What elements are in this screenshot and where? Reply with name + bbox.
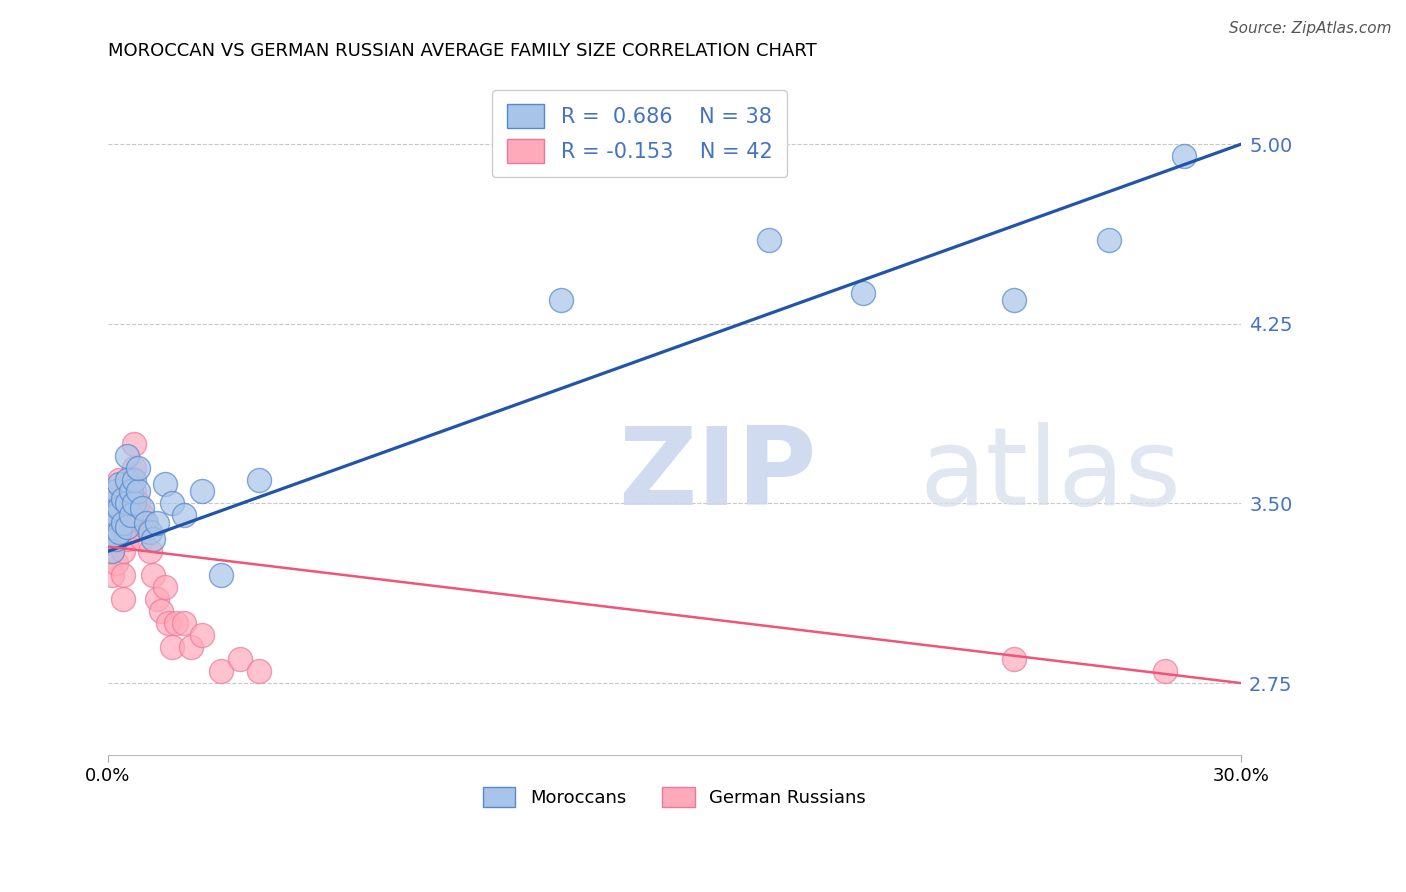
Point (115, 508, 138, 523)
Point (191, 628, 214, 642)
Point (160, 496, 183, 510)
Point (247, 473, 270, 487)
Point (100, 544, 122, 558)
Point (100, 520, 122, 534)
Point (191, 484, 214, 499)
Point (124, 484, 146, 499)
Point (104, 484, 127, 499)
Point (112, 516, 135, 530)
Point (160, 640, 183, 654)
Point (142, 533, 165, 547)
Point (104, 533, 127, 547)
Point (108, 525, 131, 540)
Point (131, 533, 153, 547)
Point (100, 496, 122, 510)
Point (108, 520, 131, 534)
Text: Source: ZipAtlas.com: Source: ZipAtlas.com (1229, 21, 1392, 36)
Text: ZIP: ZIP (617, 422, 817, 528)
Point (124, 473, 146, 487)
Point (173, 616, 195, 631)
Legend: Moroccans, German Russians: Moroccans, German Russians (475, 780, 873, 814)
Point (120, 508, 142, 523)
Point (1002, 293, 1025, 307)
Point (127, 484, 149, 499)
Text: MOROCCAN VS GERMAN RUSSIAN AVERAGE FAMILY SIZE CORRELATION CHART: MOROCCAN VS GERMAN RUSSIAN AVERAGE FAMIL… (108, 42, 817, 60)
Point (100, 496, 122, 510)
Point (1002, 652, 1025, 666)
Point (146, 592, 169, 607)
Point (115, 533, 138, 547)
Point (131, 508, 153, 523)
Point (100, 544, 122, 558)
Point (115, 496, 138, 510)
Point (127, 460, 149, 475)
Point (108, 501, 131, 516)
Point (1097, 233, 1119, 247)
Point (135, 516, 157, 530)
Point (104, 533, 127, 547)
Point (550, 293, 572, 307)
Point (852, 285, 875, 300)
Point (104, 508, 127, 523)
Point (127, 496, 149, 510)
Point (104, 557, 127, 571)
Point (112, 568, 135, 582)
Point (115, 520, 138, 534)
Point (112, 592, 135, 607)
Point (112, 544, 135, 558)
Point (247, 664, 270, 678)
Point (115, 484, 138, 499)
Point (209, 664, 232, 678)
Point (165, 616, 187, 631)
Point (108, 473, 131, 487)
Point (1154, 664, 1177, 678)
Point (229, 652, 252, 666)
Point (138, 525, 160, 540)
Point (1173, 149, 1195, 163)
Point (100, 568, 122, 582)
Point (135, 520, 157, 534)
Point (142, 568, 165, 582)
Point (120, 496, 142, 510)
Text: atlas: atlas (920, 422, 1182, 528)
Point (124, 496, 146, 510)
Point (173, 508, 195, 523)
Point (104, 508, 127, 523)
Point (180, 640, 202, 654)
Point (120, 484, 142, 499)
Point (124, 436, 146, 450)
Point (146, 516, 169, 530)
Point (100, 520, 122, 534)
Point (153, 580, 176, 594)
Point (124, 460, 146, 475)
Point (138, 544, 160, 558)
Point (108, 496, 131, 510)
Point (149, 604, 172, 618)
Point (127, 520, 149, 534)
Point (115, 449, 138, 463)
Point (115, 473, 138, 487)
Point (120, 473, 142, 487)
Point (153, 477, 176, 491)
Point (112, 491, 135, 506)
Point (209, 568, 232, 582)
Point (157, 616, 180, 631)
Point (758, 233, 780, 247)
Point (108, 477, 131, 491)
Point (131, 501, 153, 516)
